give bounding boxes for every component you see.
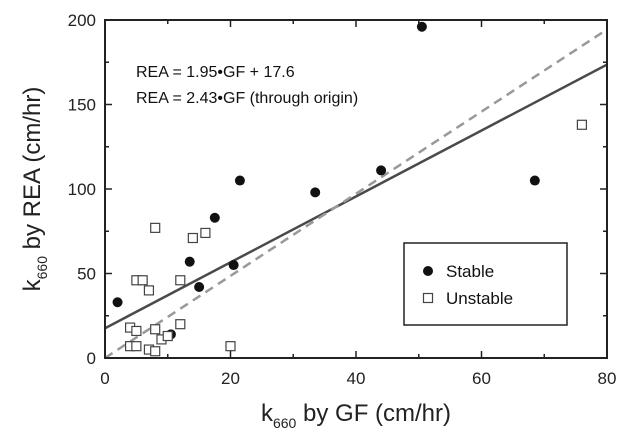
y-tick-label: 200 xyxy=(68,11,96,30)
point-stable xyxy=(112,297,123,308)
y-tick-label: 0 xyxy=(87,349,96,368)
annotation-origin-equation: REA = 2.43•GF (through origin) xyxy=(136,90,358,107)
fit-lines xyxy=(105,28,607,358)
point-stable xyxy=(310,187,321,198)
point-unstable xyxy=(137,275,148,286)
x-tick-label: 20 xyxy=(221,369,240,388)
point-stable xyxy=(209,212,220,223)
point-unstable xyxy=(131,325,142,337)
tick-labels: 0 20 40 60 80 0 50 100 150 200 xyxy=(68,11,617,388)
point-unstable xyxy=(200,227,211,239)
point-stable xyxy=(194,282,205,293)
x-tick-label: 40 xyxy=(347,369,366,388)
point-stable xyxy=(228,260,239,271)
point-unstable xyxy=(150,346,161,357)
point-unstable xyxy=(576,119,588,130)
annotation-fit-equation: REA = 1.95•GF + 17.6 xyxy=(136,64,295,81)
point-unstable xyxy=(175,319,186,330)
data-points xyxy=(112,21,588,357)
y-tick-label: 150 xyxy=(68,96,96,115)
fit-line-through-origin xyxy=(105,28,607,358)
legend-marker-stable xyxy=(423,266,433,276)
y-tick-label: 100 xyxy=(68,180,96,199)
point-stable xyxy=(184,256,195,267)
point-unstable xyxy=(143,285,155,296)
point-unstable xyxy=(162,330,173,342)
point-unstable xyxy=(187,232,198,244)
point-stable xyxy=(529,175,540,186)
y-axis-title: k660 by REA (cm/hr) xyxy=(19,87,50,292)
point-stable xyxy=(234,175,245,186)
legend-marker-unstable xyxy=(422,292,434,304)
point-unstable xyxy=(150,222,161,233)
x-tick-label: 0 xyxy=(100,369,109,388)
fit-line-linear xyxy=(105,63,607,330)
point-stable xyxy=(376,165,387,176)
x-tick-label: 80 xyxy=(598,369,617,388)
axis-ticks xyxy=(104,19,608,359)
point-stable xyxy=(416,21,427,32)
legend-box xyxy=(403,242,568,326)
point-unstable xyxy=(225,341,236,352)
x-tick-label: 60 xyxy=(472,369,491,388)
y-tick-label: 50 xyxy=(77,265,96,284)
point-unstable xyxy=(175,275,186,286)
x-axis-title: k660 by GF (cm/hr) xyxy=(261,400,451,431)
point-unstable xyxy=(131,341,142,352)
legend-label-stable: Stable xyxy=(446,262,494,281)
point-unstable xyxy=(150,324,161,335)
legend-label-unstable: Unstable xyxy=(446,289,513,308)
legend: Stable Unstable xyxy=(403,242,568,326)
